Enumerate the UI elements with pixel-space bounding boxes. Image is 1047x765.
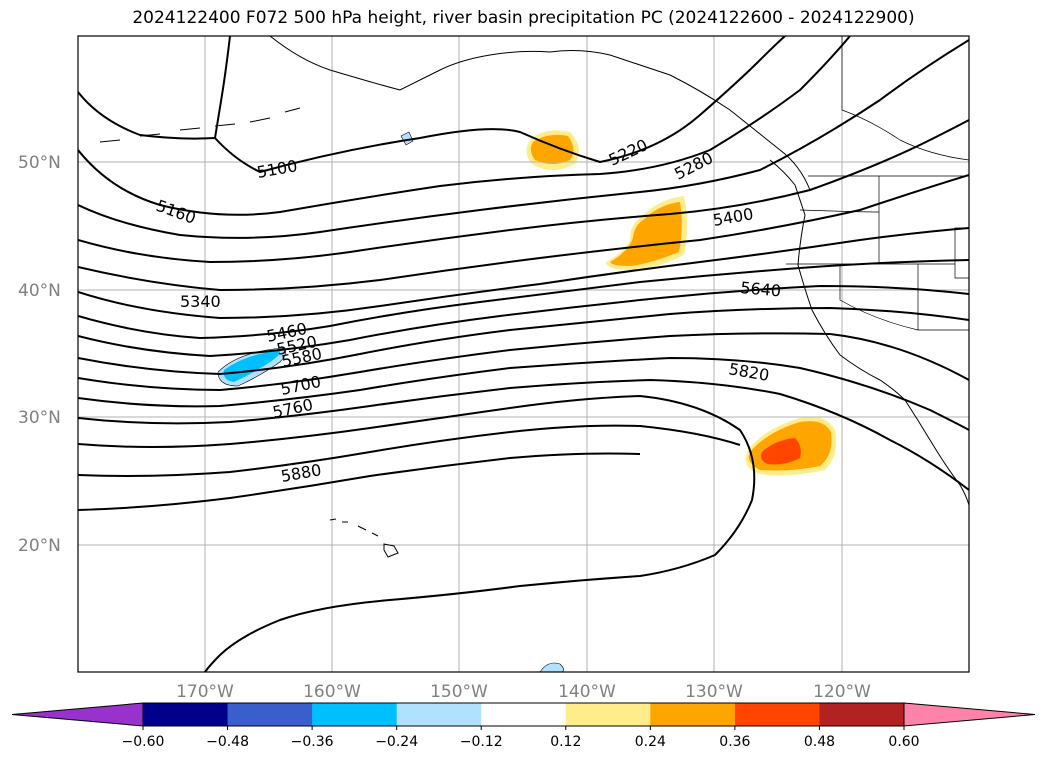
contour-label: 5760 [271,395,315,422]
hawaii-islands [329,518,399,558]
precip-area-offshore-oregon-core [610,202,682,266]
precip-area-negative-west-core [223,350,281,382]
contour-south [78,452,641,511]
contour-label: 5640 [740,278,782,300]
colorbar-segment [819,703,905,726]
contour-5460 [78,259,969,340]
baja-coast [904,399,969,506]
aleutian-chain [99,107,301,143]
colorbar-tick-label: −0.12 [460,734,503,750]
lon-label: 120°W [813,682,871,702]
contour-label: 5100 [255,156,298,182]
political-borders [786,36,969,331]
lon-label: 170°W [176,682,234,702]
lat-label: 20°N [18,536,61,556]
height-contours [78,36,969,672]
alaska-coast [269,36,811,191]
map-plot-area: 5100 5160 5220 5280 5340 5400 5460 5520 … [78,36,969,672]
contour-5100 [78,36,786,174]
contour-label: 5280 [671,148,716,183]
colorbar-segment [312,703,398,726]
contour-5640 [78,332,969,392]
contour-5700 [78,356,969,431]
contour-inner [214,36,231,139]
contour-5520 [78,284,969,358]
lon-label: 160°W [303,682,361,702]
colorbar-tick-label: 0.24 [635,734,666,750]
colorbar-extend-low [11,702,144,727]
contour-label: 5340 [180,292,221,311]
colorbar-tick-label: −0.24 [375,734,418,750]
colorbar-segment [143,703,229,726]
lat-label: 40°N [18,281,61,301]
colorbar-segment [565,703,651,726]
colorbar-segment [650,703,736,726]
contour-5580 [78,306,969,376]
colorbar-segment [734,703,820,726]
bc-alaska-border [841,36,969,161]
colorbar-segment [481,703,567,726]
colorbar-tick-label: 0.60 [888,734,919,750]
map-title: 2024122400 F072 500 hPa height, river ba… [132,8,915,28]
colorbar-tick-label: 0.36 [719,734,750,750]
lon-label: 140°W [558,682,616,702]
lon-label: 130°W [685,682,743,702]
longitude-labels: 170°W 160°W 150°W 140°W 130°W 120°W [176,682,871,702]
colorbar-outline [142,702,905,727]
utah-box [954,227,969,279]
contour-5400 [78,227,969,320]
contour-5340 [78,174,969,292]
coastlines [99,36,969,558]
colorbar-segment [396,703,482,726]
lat-label: 50°N [18,153,61,173]
contour-5220 [78,39,969,239]
colorbar-tick-label: −0.36 [291,734,334,750]
contour-label: 5160 [154,196,199,228]
map-frame [77,35,970,673]
ca-nv-border [839,264,919,331]
colorbar-tick-label: 0.12 [550,734,581,750]
contour-5280 [78,119,969,264]
graticule [78,36,969,672]
bc-coast [769,159,806,216]
contour-5160 [78,36,851,216]
colorbar-tick-label: 0.48 [804,734,835,750]
precip-area-subtropical-max [760,438,801,465]
contour-5760 [78,378,969,491]
lat-label: 30°N [18,408,61,428]
colorbar-tick-label: −0.60 [122,734,165,750]
colorbar-tick-label: −0.48 [206,734,249,750]
contour-label-group: 5100 5160 5220 5280 5340 5400 5460 5520 … [154,135,782,486]
colorbar-extend-high [903,702,1036,727]
nevada-east-border [917,264,969,331]
contour-label: 5220 [606,135,651,169]
colorbar-segment [227,703,313,726]
latitude-labels: 50°N 40°N 30°N 20°N [18,153,61,556]
precip-area-negative-south [539,662,564,672]
contour-5820 [78,394,756,672]
lon-label: 150°W [430,682,488,702]
colorbar: −0.60 −0.48 −0.36 −0.24 −0.12 0.12 0.24 0.36 0.4… [11,702,1036,750]
wa-or-border [799,209,880,213]
contour-label: 5700 [279,372,323,399]
precip-area-negative-small [400,131,414,146]
contour-5880 [78,424,741,477]
